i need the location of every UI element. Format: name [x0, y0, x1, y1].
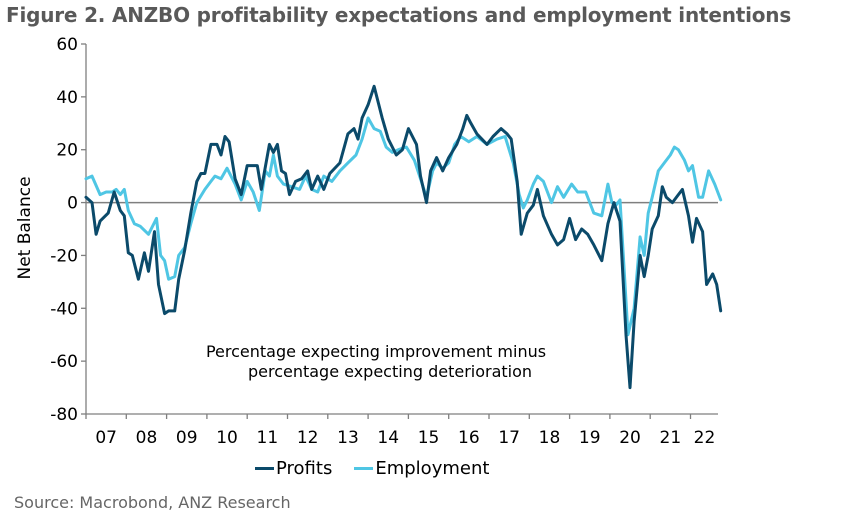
- x-tick-label: 07: [95, 428, 117, 448]
- legend-label-employment: Employment: [375, 458, 490, 479]
- y-tick-label: -60: [50, 352, 78, 372]
- legend-label-profits: Profits: [276, 458, 333, 479]
- annotation-line-1: Percentage expecting improvement minus: [206, 342, 546, 361]
- x-tick-label: 22: [694, 428, 716, 448]
- x-tick-label: 18: [539, 428, 561, 448]
- x-axis-ticks: 07 08 09 10 11 12 13 14 15 16 17 18 19 20 21 22: [85, 414, 716, 448]
- legend-item-profits: Profits: [255, 458, 332, 479]
- y-axis-title: Net Balance: [15, 176, 35, 279]
- source-note: Source: Macrobond, ANZ Research: [14, 493, 291, 512]
- x-tick-label: 15: [418, 428, 440, 448]
- legend-swatch-profits: [255, 467, 274, 470]
- y-tick-label: -40: [50, 299, 78, 319]
- annotation-line-2: percentage expecting deterioration: [248, 362, 532, 381]
- x-tick-label: 12: [297, 428, 319, 448]
- y-tick-label: 40: [56, 88, 78, 108]
- x-tick-label: 19: [579, 428, 601, 448]
- series-line-profits: [84, 84, 723, 390]
- y-axis-ticks: 60 40 20 0 -20 -40 -60 -80: [50, 35, 86, 425]
- y-tick-label: 60: [56, 35, 78, 55]
- x-tick-label: 14: [377, 428, 399, 448]
- series-layer: [84, 84, 723, 390]
- y-tick-label: 20: [56, 141, 78, 161]
- x-tick-label: 16: [458, 428, 480, 448]
- legend-item-employment: Employment: [354, 458, 489, 479]
- x-tick-label: 10: [216, 428, 238, 448]
- y-tick-label: 0: [67, 194, 78, 214]
- x-tick-label: 13: [337, 428, 359, 448]
- chart-title: Figure 2. ANZBO profitability expectatio…: [6, 3, 792, 27]
- legend: Profits Employment: [255, 458, 489, 479]
- y-tick-label: -80: [50, 405, 78, 425]
- y-tick-label: -20: [50, 246, 78, 266]
- x-tick-label: 08: [136, 428, 158, 448]
- x-tick-label: 11: [257, 428, 279, 448]
- x-tick-label: 09: [176, 428, 198, 448]
- x-tick-label: 17: [498, 428, 520, 448]
- x-tick-label: 21: [660, 428, 682, 448]
- x-tick-label: 20: [619, 428, 641, 448]
- legend-swatch-employment: [354, 467, 374, 470]
